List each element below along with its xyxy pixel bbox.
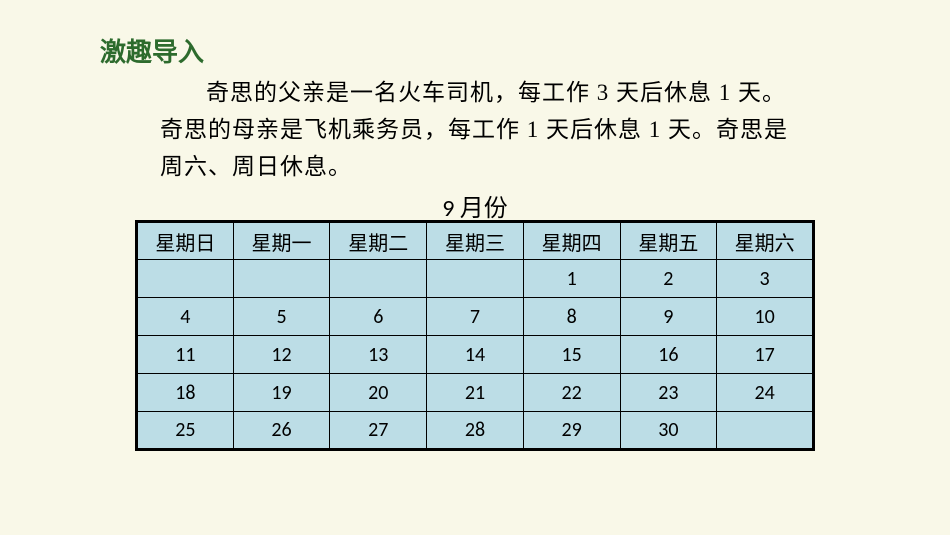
calendar-cell: 23 [620,374,717,412]
calendar-cell: 30 [620,412,717,450]
calendar-cell: 15 [523,336,620,374]
calendar-row: 4 5 6 7 8 9 10 [137,298,814,336]
calendar-cell [427,260,524,298]
calendar-cell: 7 [427,298,524,336]
calendar-cell: 20 [330,374,427,412]
calendar-cell [137,260,234,298]
paragraph-text: 奇思的父亲是一名火车司机，每工作 3 天后休息 1 天。奇思的母亲是飞机乘务员，… [160,80,788,179]
calendar-cell: 3 [717,260,814,298]
calendar-cell: 18 [137,374,234,412]
calendar-cell: 2 [620,260,717,298]
calendar-container: 星期日 星期一 星期二 星期三 星期四 星期五 星期六 1 2 3 4 5 [135,220,815,451]
calendar-body: 1 2 3 4 5 6 7 8 9 10 11 12 13 14 15 16 1… [137,260,814,450]
calendar-cell: 28 [427,412,524,450]
calendar-cell: 24 [717,374,814,412]
calendar-row: 1 2 3 [137,260,814,298]
calendar-cell: 10 [717,298,814,336]
section-heading: 激趣导入 [100,32,204,69]
calendar-row: 11 12 13 14 15 16 17 [137,336,814,374]
calendar-cell [233,260,330,298]
problem-paragraph: 奇思的父亲是一名火车司机，每工作 3 天后休息 1 天。奇思的母亲是飞机乘务员，… [160,75,790,185]
calendar-cell: 19 [233,374,330,412]
calendar-cell: 4 [137,298,234,336]
calendar-cell: 27 [330,412,427,450]
calendar-cell: 12 [233,336,330,374]
calendar-cell: 26 [233,412,330,450]
calendar-cell: 25 [137,412,234,450]
calendar-row: 25 26 27 28 29 30 [137,412,814,450]
calendar-cell: 17 [717,336,814,374]
calendar-header-cell: 星期二 [330,222,427,260]
calendar-cell: 13 [330,336,427,374]
calendar-cell [717,412,814,450]
calendar-cell: 22 [523,374,620,412]
calendar-cell: 21 [427,374,524,412]
calendar-header-cell: 星期三 [427,222,524,260]
calendar-cell: 16 [620,336,717,374]
calendar-header-cell: 星期日 [137,222,234,260]
calendar-table: 星期日 星期一 星期二 星期三 星期四 星期五 星期六 1 2 3 4 5 [135,220,815,451]
calendar-cell: 6 [330,298,427,336]
calendar-cell: 1 [523,260,620,298]
calendar-header-cell: 星期四 [523,222,620,260]
calendar-header-row: 星期日 星期一 星期二 星期三 星期四 星期五 星期六 [137,222,814,260]
calendar-header-cell: 星期六 [717,222,814,260]
calendar-header-cell: 星期五 [620,222,717,260]
calendar-row: 18 19 20 21 22 23 24 [137,374,814,412]
calendar-cell: 8 [523,298,620,336]
calendar-cell: 5 [233,298,330,336]
month-title: 9 月份 [0,188,950,223]
calendar-header-cell: 星期一 [233,222,330,260]
calendar-cell: 14 [427,336,524,374]
calendar-cell [330,260,427,298]
calendar-cell: 29 [523,412,620,450]
calendar-cell: 9 [620,298,717,336]
calendar-cell: 11 [137,336,234,374]
